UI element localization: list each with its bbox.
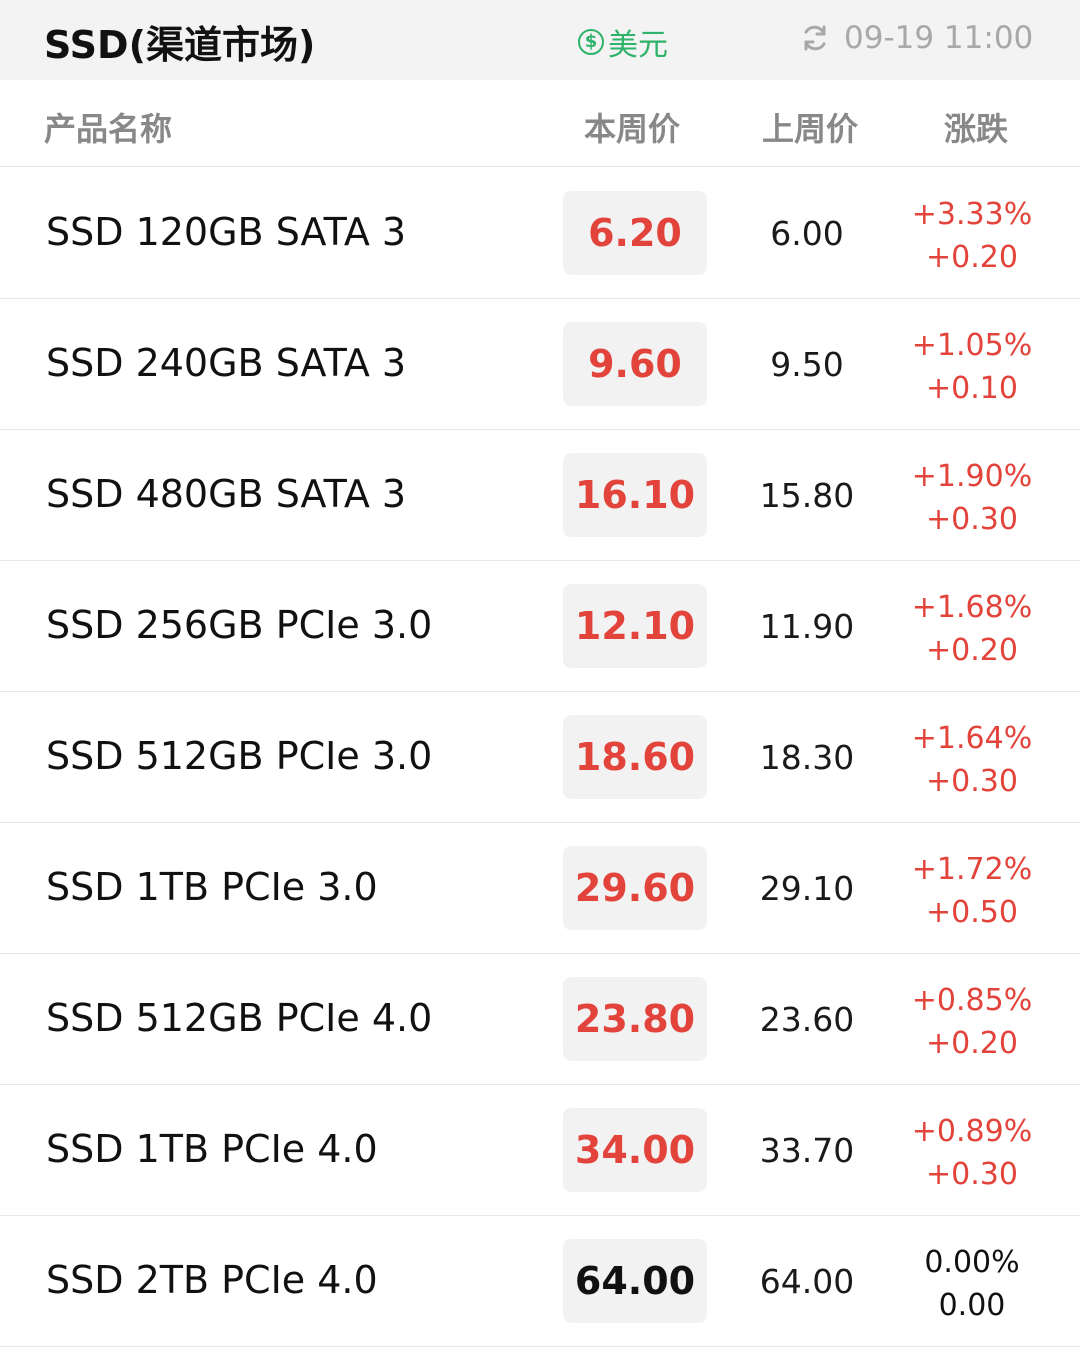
table-row[interactable]: SSD 512GB PCIe 4.0 23.80 23.60 +0.85% +0… xyxy=(0,954,1080,1085)
product-name: SSD 1TB PCIe 3.0 xyxy=(46,865,378,909)
previous-price: 11.90 xyxy=(759,607,855,646)
table-row[interactable]: SSD 240GB SATA 3 9.60 9.50 +1.05% +0.10 xyxy=(0,299,1080,430)
table-row[interactable]: SSD 1TB PCIe 4.0 34.00 33.70 +0.89% +0.3… xyxy=(0,1085,1080,1216)
product-name: SSD 512GB PCIe 3.0 xyxy=(46,734,433,778)
price-change: +1.72% +0.50 xyxy=(892,848,1052,934)
change-percent: +1.90% xyxy=(911,459,1033,494)
change-percent: +1.64% xyxy=(911,721,1033,756)
product-name: SSD 480GB SATA 3 xyxy=(46,472,407,516)
previous-price: 64.00 xyxy=(759,1262,855,1301)
current-price: 12.10 xyxy=(563,584,707,668)
column-header-previous-price[interactable]: 上周价 xyxy=(762,110,859,148)
change-amount: +0.20 xyxy=(926,240,1018,275)
table-row[interactable]: SSD 512GB PCIe 3.0 18.60 18.30 +1.64% +0… xyxy=(0,692,1080,823)
change-percent: +1.72% xyxy=(911,852,1033,887)
change-percent: +0.89% xyxy=(911,1114,1033,1149)
current-price: 64.00 xyxy=(563,1239,707,1323)
price-table: SSD 120GB SATA 3 6.20 6.00 +3.33% +0.20 … xyxy=(0,168,1080,1347)
current-price: 29.60 xyxy=(563,846,707,930)
current-price: 18.60 xyxy=(563,715,707,799)
refresh-icon xyxy=(804,25,826,51)
table-header: 产品名称 本周价 上周价 涨跌 xyxy=(0,82,1080,167)
change-amount: +0.30 xyxy=(926,1157,1018,1192)
change-amount: 0.00 xyxy=(938,1288,1006,1323)
column-header-name[interactable]: 产品名称 xyxy=(44,110,173,148)
page-title: SSD(渠道市场) xyxy=(44,23,316,67)
previous-price: 18.30 xyxy=(759,738,855,777)
table-row[interactable]: SSD 2TB PCIe 4.0 64.00 64.00 0.00% 0.00 xyxy=(0,1216,1080,1347)
current-price: 34.00 xyxy=(563,1108,707,1192)
change-amount: +0.50 xyxy=(926,895,1018,930)
previous-price: 29.10 xyxy=(759,869,855,908)
change-amount: +0.20 xyxy=(926,1026,1018,1061)
page-header: SSD(渠道市场) $ 美元 09-19 11:00 xyxy=(0,0,1080,80)
price-change: +1.05% +0.10 xyxy=(892,324,1052,410)
current-price: 23.80 xyxy=(563,977,707,1061)
change-amount: +0.20 xyxy=(926,633,1018,668)
refresh-control[interactable]: 09-19 11:00 xyxy=(800,20,1033,56)
change-amount: +0.30 xyxy=(926,764,1018,799)
column-header-current-price[interactable]: 本周价 xyxy=(584,110,681,148)
change-percent: +3.33% xyxy=(911,197,1033,232)
change-percent: +1.05% xyxy=(911,328,1033,363)
product-name: SSD 256GB PCIe 3.0 xyxy=(46,603,433,647)
price-change: +0.89% +0.30 xyxy=(892,1110,1052,1196)
price-change: +1.64% +0.30 xyxy=(892,717,1052,803)
product-name: SSD 120GB SATA 3 xyxy=(46,210,407,254)
change-percent: +1.68% xyxy=(911,590,1033,625)
update-timestamp: 09-19 11:00 xyxy=(844,20,1034,56)
previous-price: 23.60 xyxy=(759,1000,855,1039)
previous-price: 15.80 xyxy=(759,476,855,515)
table-row[interactable]: SSD 480GB SATA 3 16.10 15.80 +1.90% +0.3… xyxy=(0,430,1080,561)
table-row[interactable]: SSD 1TB PCIe 3.0 29.60 29.10 +1.72% +0.5… xyxy=(0,823,1080,954)
previous-price: 33.70 xyxy=(759,1131,855,1170)
currency-toggle[interactable]: $ 美元 xyxy=(578,20,668,64)
change-percent: 0.00% xyxy=(924,1245,1020,1280)
table-row[interactable]: SSD 120GB SATA 3 6.20 6.00 +3.33% +0.20 xyxy=(0,168,1080,299)
current-price: 9.60 xyxy=(563,322,707,406)
price-change: +1.90% +0.30 xyxy=(892,455,1052,541)
currency-label: 美元 xyxy=(608,28,668,63)
dollar-coin-icon: $ xyxy=(578,29,604,55)
change-amount: +0.10 xyxy=(926,371,1018,406)
product-name: SSD 2TB PCIe 4.0 xyxy=(46,1258,378,1302)
change-amount: +0.30 xyxy=(926,502,1018,537)
product-name: SSD 1TB PCIe 4.0 xyxy=(46,1127,378,1171)
previous-price: 6.00 xyxy=(770,214,844,253)
change-percent: +0.85% xyxy=(911,983,1033,1018)
price-change: +3.33% +0.20 xyxy=(892,193,1052,279)
table-row[interactable]: SSD 256GB PCIe 3.0 12.10 11.90 +1.68% +0… xyxy=(0,561,1080,692)
current-price: 6.20 xyxy=(563,191,707,275)
product-name: SSD 512GB PCIe 4.0 xyxy=(46,996,433,1040)
price-change: 0.00% 0.00 xyxy=(892,1241,1052,1327)
product-name: SSD 240GB SATA 3 xyxy=(46,341,407,385)
current-price: 16.10 xyxy=(563,453,707,537)
column-header-change[interactable]: 涨跌 xyxy=(944,110,1009,148)
price-change: +0.85% +0.20 xyxy=(892,979,1052,1065)
previous-price: 9.50 xyxy=(770,345,844,384)
price-change: +1.68% +0.20 xyxy=(892,586,1052,672)
